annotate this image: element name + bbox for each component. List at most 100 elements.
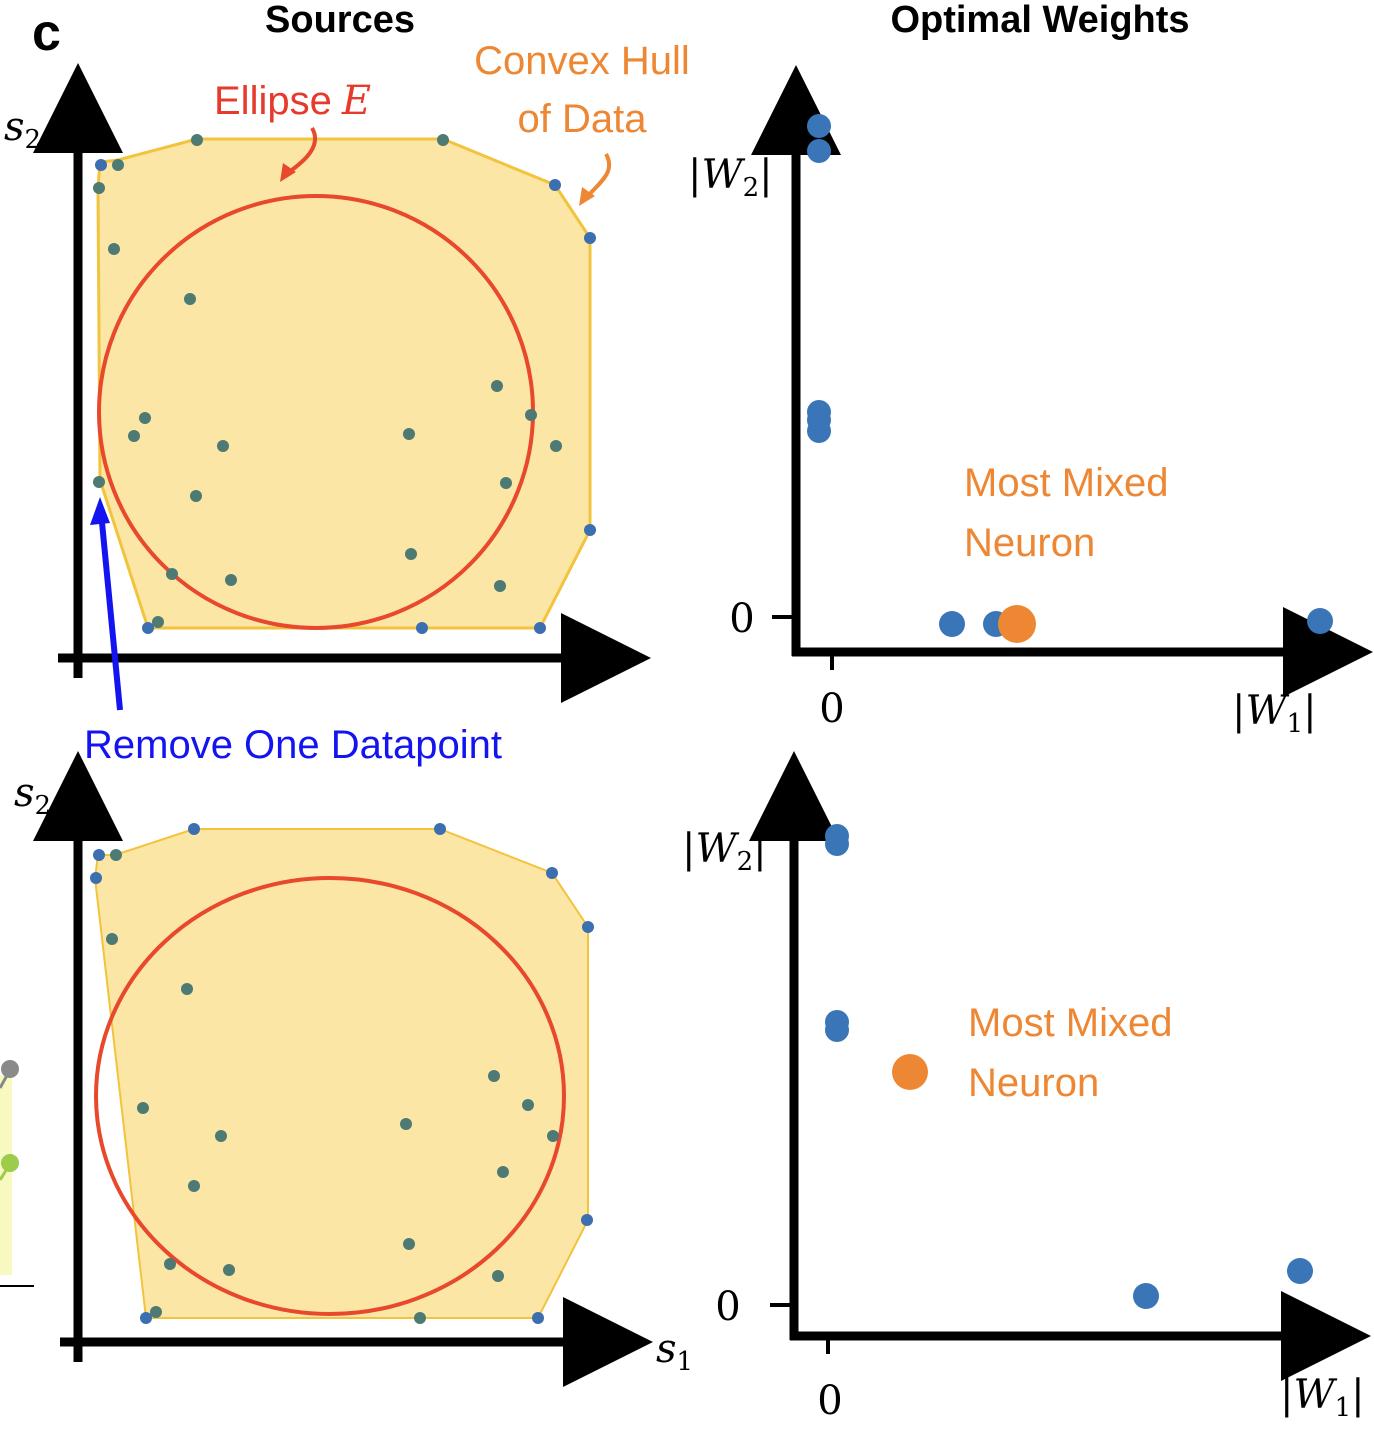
convex-hull-label-1: Convex Hull (474, 39, 690, 83)
data-point-top-3 (93, 182, 105, 194)
s2-label-top: s2 (4, 104, 41, 155)
weight-point-top-1 (807, 114, 831, 138)
most-mixed-label-bottom-2: Neuron (968, 1061, 1099, 1105)
data-point-bottom-7 (582, 921, 594, 933)
data-point-top-14 (217, 440, 229, 452)
data-point-bottom-21 (223, 1264, 235, 1276)
data-point-top-13 (128, 430, 140, 442)
data-point-bottom-26 (532, 1312, 544, 1324)
weight-point-bottom-2 (825, 832, 849, 856)
data-point-bottom-19 (403, 1238, 415, 1250)
most-mixed-label-bottom-1: Most Mixed (968, 1001, 1173, 1045)
data-point-bottom-25 (414, 1312, 426, 1324)
weight-point-bottom-6 (1133, 1283, 1159, 1309)
data-point-bottom-20 (164, 1258, 176, 1270)
data-point-bottom-1 (93, 849, 105, 861)
data-point-top-9 (184, 293, 196, 305)
data-point-top-21 (405, 548, 417, 560)
sources-header: Sources (265, 0, 415, 41)
s1-label-bottom: s1 (656, 1326, 693, 1377)
most-mixed-label-top-1: Most Mixed (964, 461, 1169, 505)
weights-plot-bottom (749, 751, 1371, 1381)
ellipse-pointer (287, 126, 318, 174)
data-point-bottom-11 (522, 1099, 534, 1111)
weight-points-top (807, 114, 1333, 643)
data-point-bottom-5 (434, 823, 446, 835)
data-points-top (93, 134, 596, 634)
weights-plot-top (751, 65, 1373, 697)
optimal-weights-header: Optimal Weights (890, 0, 1189, 41)
data-point-top-10 (491, 380, 503, 392)
remove-arrow-head (90, 497, 110, 525)
data-point-top-27 (416, 622, 428, 634)
weight-point-top-2 (807, 139, 831, 163)
panel-label: c (32, 4, 61, 62)
weight-point-top-6 (939, 611, 965, 637)
zero-label-y-top: 0 (729, 596, 754, 642)
weight-point-bottom-4 (825, 1018, 849, 1042)
data-point-bottom-2 (110, 849, 122, 861)
data-point-top-22 (166, 568, 178, 580)
data-point-top-24 (494, 580, 506, 592)
data-point-bottom-16 (497, 1166, 509, 1178)
data-point-top-17 (93, 476, 105, 488)
zero-label-y-bottom: 0 (715, 1284, 740, 1330)
sources-plot-top (33, 63, 651, 703)
zero-label-x-bottom: 0 (817, 1378, 842, 1424)
data-point-bottom-13 (215, 1130, 227, 1142)
data-point-top-28 (534, 622, 546, 634)
weight-point-bottom-5 (892, 1054, 928, 1090)
data-point-top-18 (500, 477, 512, 489)
data-point-top-11 (525, 409, 537, 421)
remove-arrow (98, 511, 123, 711)
data-point-top-8 (108, 243, 120, 255)
hull-pointer-head (579, 187, 595, 206)
data-point-top-25 (142, 622, 154, 634)
data-point-top-2 (112, 159, 124, 171)
most-mixed-label-top-2: Neuron (964, 521, 1095, 565)
convex-hull-label-2: of Data (518, 97, 648, 141)
weight-point-top-8 (998, 605, 1036, 643)
w2-label-bottom: |W2| (682, 826, 767, 877)
weight-points-bottom (825, 824, 1313, 1309)
weight-point-top-9 (1307, 608, 1333, 634)
data-point-top-5 (437, 134, 449, 146)
data-point-bottom-9 (181, 983, 193, 995)
data-point-bottom-24 (150, 1306, 162, 1318)
ellipse-e-bottom (94, 876, 566, 1316)
data-point-top-23 (225, 574, 237, 586)
data-point-bottom-12 (137, 1102, 149, 1114)
remove-label: Remove One Datapoint (84, 723, 502, 767)
zero-label-x-top: 0 (819, 686, 844, 732)
s2-label-bottom: s2 (14, 770, 51, 821)
w1-label-bottom: |W1| (1280, 1372, 1365, 1423)
ellipse-pointer-head (280, 163, 296, 182)
data-point-top-1 (95, 159, 107, 171)
data-point-bottom-22 (492, 1270, 504, 1282)
data-point-top-16 (550, 440, 562, 452)
hull-pointer (586, 153, 612, 198)
ellipse-label: Ellipse E (214, 78, 371, 124)
data-point-top-12 (139, 412, 151, 424)
left-edge-fragment (0, 1060, 34, 1287)
data-point-bottom-4 (188, 823, 200, 835)
data-point-bottom-23 (140, 1312, 152, 1324)
data-points-bottom (90, 823, 594, 1324)
data-point-bottom-3 (90, 872, 102, 884)
data-point-top-4 (191, 134, 203, 146)
convex-hull-top (96, 137, 592, 630)
convex-hull-bottom (93, 828, 589, 1319)
weight-point-top-5 (807, 419, 831, 443)
data-point-top-15 (403, 428, 415, 440)
data-point-top-20 (584, 524, 596, 536)
data-point-top-6 (549, 179, 561, 191)
data-point-bottom-14 (400, 1118, 412, 1130)
data-point-bottom-15 (547, 1130, 559, 1142)
w2-label-top: |W2| (688, 152, 773, 203)
data-point-bottom-10 (488, 1070, 500, 1082)
data-point-top-19 (190, 490, 202, 502)
sources-plot-bottom (33, 751, 653, 1387)
data-point-bottom-6 (546, 867, 558, 879)
weight-point-bottom-7 (1287, 1258, 1313, 1284)
